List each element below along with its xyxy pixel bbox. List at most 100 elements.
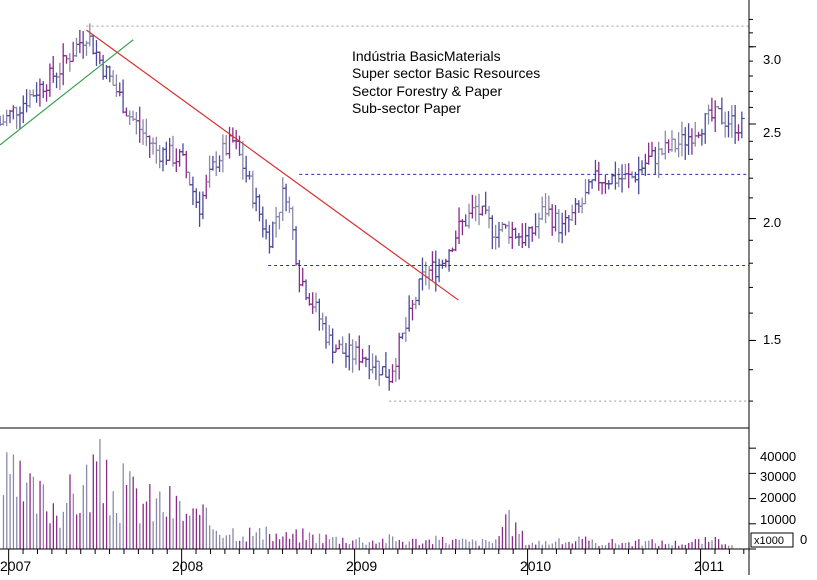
price-bar bbox=[502, 223, 509, 229]
axes bbox=[0, 0, 756, 575]
annotation-block: Indústria BasicMaterials Super sector Ba… bbox=[352, 48, 540, 116]
price-bar bbox=[396, 332, 403, 380]
price-bar bbox=[645, 142, 652, 165]
y-tick-label: 1.5 bbox=[763, 332, 781, 347]
price-bar bbox=[342, 342, 349, 368]
price-bar bbox=[605, 180, 612, 190]
price-bar bbox=[712, 100, 719, 133]
price-bar bbox=[40, 81, 47, 99]
price-bar bbox=[146, 135, 153, 158]
price-bar bbox=[446, 249, 453, 272]
price-bar bbox=[698, 128, 705, 146]
price-bar bbox=[565, 214, 572, 233]
price-bar bbox=[33, 82, 40, 103]
price-bar bbox=[256, 194, 263, 222]
price-bar bbox=[382, 352, 389, 378]
price-bar bbox=[63, 55, 70, 64]
price-bar bbox=[522, 222, 529, 246]
price-bar bbox=[193, 188, 200, 209]
price-bar bbox=[296, 260, 303, 293]
price-bar bbox=[329, 328, 336, 364]
price-bar bbox=[163, 141, 170, 166]
price-bar bbox=[732, 105, 739, 144]
price-bar bbox=[236, 135, 243, 156]
price-bar bbox=[140, 119, 147, 145]
price-bar bbox=[93, 40, 100, 66]
price-bar bbox=[399, 332, 406, 340]
price-bar bbox=[402, 317, 409, 342]
price-bar bbox=[216, 155, 223, 172]
price-bar bbox=[206, 155, 213, 188]
price-bar bbox=[20, 95, 27, 124]
price-bar bbox=[219, 134, 226, 173]
price-bar bbox=[655, 141, 662, 178]
price-bar bbox=[579, 197, 586, 214]
uptrend-line bbox=[0, 39, 134, 146]
price-bar bbox=[56, 62, 63, 90]
price-bar bbox=[469, 194, 476, 219]
price-bar bbox=[532, 213, 539, 236]
price-bar bbox=[555, 209, 562, 243]
price-bar bbox=[612, 161, 619, 190]
price-bar bbox=[243, 155, 250, 183]
price-y-ticks: 1.5 2.0 2.5 3.0 bbox=[763, 52, 781, 347]
price-panel bbox=[0, 23, 745, 391]
price-bar bbox=[452, 230, 459, 252]
price-bar bbox=[166, 137, 173, 161]
price-bar bbox=[279, 177, 286, 221]
price-bar bbox=[362, 356, 369, 368]
price-bar bbox=[525, 226, 532, 249]
price-bar bbox=[665, 139, 672, 154]
price-bar bbox=[309, 292, 316, 314]
price-bar bbox=[366, 345, 373, 380]
price-bar bbox=[615, 168, 622, 188]
price-bar bbox=[6, 109, 13, 124]
price-bar bbox=[276, 211, 283, 230]
price-bar bbox=[499, 222, 506, 232]
price-bar bbox=[96, 51, 103, 65]
price-bar bbox=[416, 278, 423, 306]
price-bar bbox=[0, 114, 7, 126]
price-bar bbox=[635, 156, 642, 195]
price-bar bbox=[389, 364, 396, 383]
volume-y-ticks: 0 10000 20000 30000 40000 x1000 bbox=[750, 449, 807, 548]
price-bar bbox=[738, 111, 745, 139]
price-bar bbox=[379, 366, 386, 376]
trend-lines bbox=[0, 29, 459, 301]
price-bar bbox=[515, 232, 522, 246]
price-bar bbox=[589, 179, 596, 189]
price-bar bbox=[73, 37, 80, 58]
price-bar bbox=[549, 204, 556, 236]
price-bar bbox=[316, 298, 323, 331]
price-bar bbox=[728, 105, 735, 138]
price-bar bbox=[13, 106, 20, 130]
price-bar bbox=[535, 212, 542, 239]
price-bar bbox=[110, 70, 117, 86]
price-bar bbox=[542, 193, 549, 224]
price-bar bbox=[143, 118, 150, 147]
price-bar bbox=[642, 153, 649, 176]
price-bar bbox=[266, 224, 273, 254]
price-bar bbox=[293, 226, 300, 266]
price-bar bbox=[485, 206, 492, 229]
price-bar bbox=[412, 296, 419, 310]
price-bar bbox=[572, 198, 579, 226]
price-bar bbox=[86, 23, 93, 47]
annotation-line: Sector Forestry & Paper bbox=[352, 83, 503, 99]
price-bar bbox=[495, 222, 502, 248]
y-tick-label: 2.5 bbox=[763, 125, 781, 140]
annotation-line: Super sector Basic Resources bbox=[352, 65, 540, 81]
price-bar bbox=[648, 141, 655, 157]
price-bar bbox=[489, 215, 496, 250]
price-bar bbox=[552, 205, 559, 232]
price-bar bbox=[436, 258, 443, 283]
price-bar bbox=[702, 112, 709, 144]
price-bar bbox=[189, 176, 196, 206]
price-bar bbox=[50, 55, 57, 83]
price-bar bbox=[209, 155, 216, 171]
price-bar bbox=[120, 79, 127, 114]
price-bar bbox=[203, 174, 210, 199]
price-bar bbox=[226, 126, 233, 159]
